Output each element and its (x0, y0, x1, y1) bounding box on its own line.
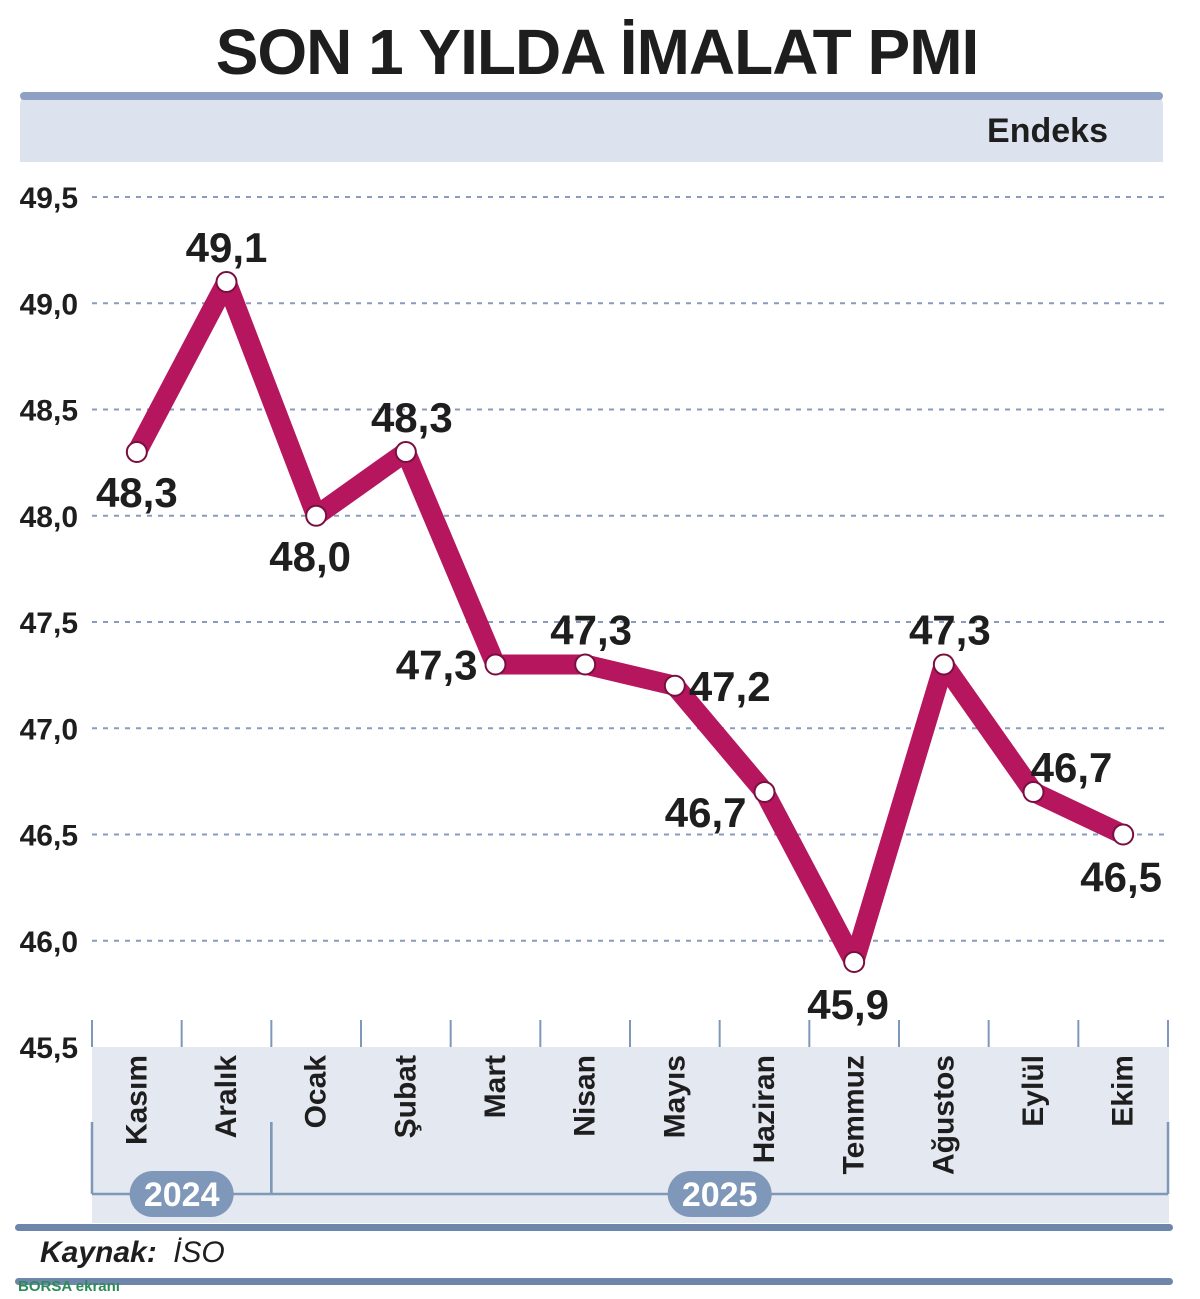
data-point (394, 441, 417, 463)
source-label: Kaynak: (40, 1236, 157, 1269)
source-line: Kaynak: İSO (40, 1236, 225, 1269)
y-tick-label: 47,0 (20, 713, 78, 746)
year-pill (129, 1171, 234, 1217)
x-tick-label: Ocak (300, 1055, 333, 1129)
bottom-rule (15, 1224, 1173, 1231)
data-label: 46,7 (1031, 744, 1113, 791)
data-point (932, 653, 955, 676)
x-tick-label: Temmuz (838, 1055, 871, 1174)
x-tick-label: Nisan (569, 1055, 602, 1137)
data-label: 47,3 (550, 607, 632, 654)
year-pill (667, 1171, 772, 1217)
y-tick-label: 47,5 (20, 607, 78, 640)
x-tick-label: Aralık (210, 1055, 243, 1139)
data-point (574, 653, 597, 676)
header-band (20, 92, 1163, 162)
y-tick-label: 48,0 (20, 501, 78, 534)
data-label: 47,3 (396, 642, 478, 689)
footer-rule (15, 1278, 1173, 1285)
x-tick-label: Ekim (1107, 1055, 1140, 1127)
y-tick-label: 48,5 (20, 395, 78, 428)
data-label: 49,1 (186, 224, 268, 271)
chart-title: SON 1 YILDA İMALAT PMI (216, 16, 979, 88)
data-point (843, 951, 866, 973)
y-tick-label: 45,5 (20, 1032, 78, 1065)
x-tick-label: Mayıs (658, 1055, 691, 1138)
data-point (305, 504, 328, 527)
y-tick-label: 49,5 (20, 182, 78, 215)
unit-label: Endeks (987, 112, 1108, 150)
header-top-rule (20, 92, 1163, 100)
x-tick-label: Ağustos (927, 1055, 960, 1175)
data-point (753, 781, 776, 803)
y-tick-label: 46,0 (20, 926, 78, 959)
data-point (125, 441, 148, 463)
x-axis-band (92, 1047, 1169, 1223)
data-point (484, 653, 507, 676)
data-point (1022, 781, 1045, 803)
x-tick-label: Eylül (1017, 1055, 1050, 1127)
x-tick-label: Şubat (389, 1055, 422, 1138)
y-tick-label: 49,0 (20, 288, 78, 321)
year-label: 2025 (682, 1176, 758, 1214)
data-label: 45,9 (807, 981, 889, 1028)
data-point (215, 271, 238, 293)
data-label: 46,7 (665, 789, 747, 836)
data-label: 48,3 (371, 394, 453, 441)
watermark: BORSA ekranı (18, 1278, 120, 1295)
x-tick-label: Mart (479, 1055, 512, 1118)
year-label: 2024 (144, 1176, 220, 1214)
data-point (1112, 823, 1135, 846)
data-label: 48,3 (96, 469, 178, 516)
data-point (663, 674, 686, 697)
y-tick-label: 46,5 (20, 820, 78, 853)
x-tick-label: Haziran (748, 1055, 781, 1163)
data-label: 47,3 (909, 607, 991, 654)
data-label: 47,2 (689, 663, 771, 710)
data-label: 46,5 (1080, 854, 1162, 901)
source-value: İSO (173, 1236, 225, 1269)
x-tick-label: Kasım (120, 1055, 153, 1145)
data-label: 48,0 (269, 533, 351, 580)
pmi-series-line (126, 272, 1134, 972)
